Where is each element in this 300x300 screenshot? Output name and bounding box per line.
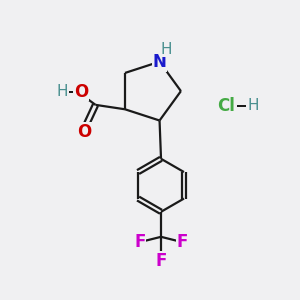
- Text: O: O: [76, 123, 91, 141]
- Text: H: H: [160, 42, 172, 57]
- Text: F: F: [134, 233, 146, 251]
- Text: O: O: [74, 82, 88, 100]
- Text: F: F: [176, 233, 188, 251]
- Text: H: H: [57, 84, 68, 99]
- Text: F: F: [155, 252, 167, 270]
- Text: Cl: Cl: [218, 97, 236, 115]
- Text: N: N: [153, 53, 166, 71]
- Text: H: H: [247, 98, 259, 113]
